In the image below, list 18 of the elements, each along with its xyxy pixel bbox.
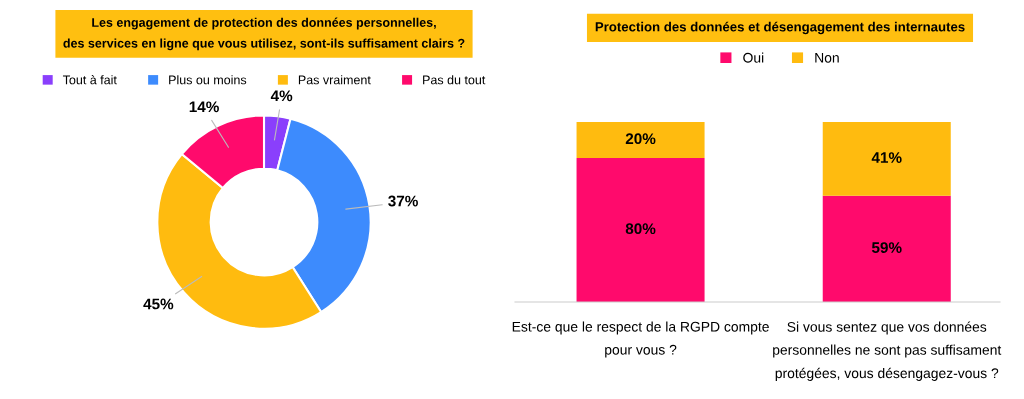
data-label: 37%: [388, 195, 418, 207]
chart-title: Protection des données et désengagement des internautes: [595, 21, 965, 35]
chart-title: Les engagement de protection des données personnelles, des services en ligne que vous utilisez, sont-ils suffisament clairs ?: [63, 17, 465, 51]
x-tick-label: Si vous sentez que vos données personnelles ne sont pas suffisament protégées, vous désengagez-vous ?: [773, 321, 1002, 381]
data-label: 45%: [143, 298, 174, 310]
data-label: 80%: [625, 223, 656, 235]
data-label: 4%: [270, 90, 293, 102]
x-tick-label: Est-ce que le respect de la RGPD compte pour vous ?: [512, 321, 769, 358]
data-label: 20%: [625, 133, 656, 145]
legend-label: Tout à fait: [62, 75, 117, 85]
legend-label: Non: [815, 52, 839, 63]
data-label: 59%: [871, 242, 902, 253]
legend-label: Pas vraiment: [298, 75, 371, 85]
legend-label: Pas du tout: [423, 75, 486, 85]
data-label: 14%: [189, 101, 219, 113]
legend-label: Plus ou moins: [169, 75, 247, 85]
data-label: 41%: [871, 152, 902, 163]
legend-label: Oui: [743, 52, 764, 63]
